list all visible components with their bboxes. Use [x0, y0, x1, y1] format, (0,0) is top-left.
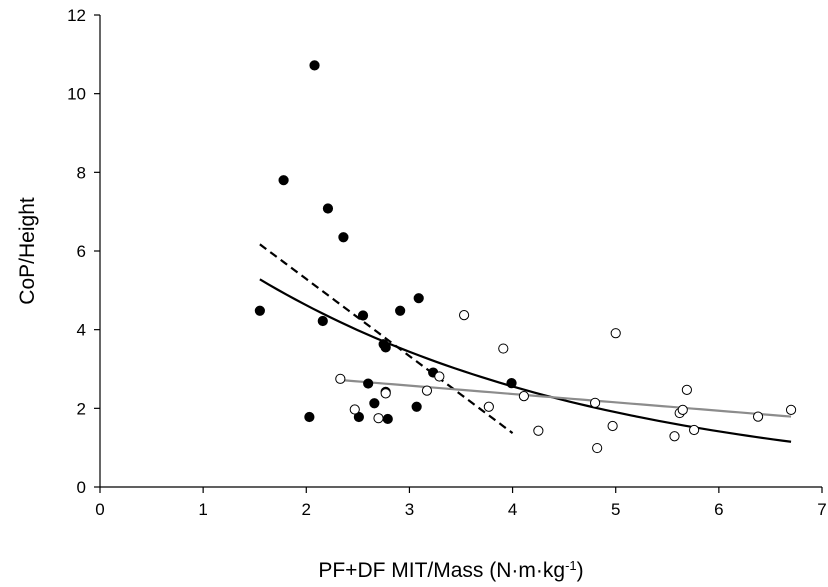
- x-tick-label: 5: [611, 500, 620, 519]
- y-tick-label: 4: [77, 321, 86, 340]
- open-data-point: [589, 397, 601, 408]
- open-data-point: [669, 431, 680, 442]
- open-data-point: [483, 401, 494, 412]
- filled-data-point: [369, 398, 380, 409]
- open-data-point: [533, 425, 544, 436]
- filled-data-point: [363, 378, 374, 389]
- filled-data-point: [317, 315, 328, 327]
- filled-data-point: [382, 413, 393, 425]
- open-data-point: [421, 385, 433, 396]
- y-tick-label: 10: [67, 85, 86, 104]
- filled-data-point: [254, 305, 265, 316]
- trendline-solid-2: [340, 378, 792, 418]
- open-data-point: [689, 424, 700, 436]
- data-markers: [254, 60, 797, 454]
- open-data-point: [373, 413, 384, 424]
- x-tick-label: 1: [198, 500, 207, 519]
- open-data-point: [752, 411, 764, 422]
- x-tick-label: 0: [95, 500, 104, 519]
- open-data-point: [681, 384, 692, 395]
- open-data-point: [610, 328, 621, 339]
- filled-data-point: [357, 310, 369, 321]
- filled-data-point: [506, 378, 517, 389]
- x-tick-label: 6: [714, 500, 723, 519]
- open-data-point: [458, 310, 470, 321]
- filled-data-point: [338, 232, 349, 243]
- trendlines: [259, 243, 792, 443]
- open-data-point: [380, 388, 391, 399]
- open-data-point: [518, 391, 530, 402]
- filled-data-point: [304, 411, 315, 423]
- filled-data-point: [380, 342, 391, 353]
- filled-data-point: [411, 401, 422, 412]
- open-data-point: [677, 404, 688, 416]
- y-tick-label: 12: [67, 6, 86, 25]
- trendline-solid-1: [259, 278, 792, 443]
- open-data-point: [785, 404, 797, 416]
- open-data-point: [607, 420, 618, 432]
- open-data-point: [335, 373, 346, 384]
- open-data-point: [434, 371, 445, 382]
- x-tick-label: 7: [817, 500, 826, 519]
- filled-data-point: [278, 175, 289, 186]
- y-tick-label: 2: [77, 399, 86, 418]
- x-axis-label: PF+DF MIT/Mass (N·m·kg-1): [318, 558, 583, 583]
- y-axis-label: CoP/Height: [16, 197, 39, 305]
- x-tick-label: 2: [302, 500, 311, 519]
- y-tick-label: 6: [77, 242, 86, 261]
- filled-data-point: [309, 60, 320, 71]
- filled-data-point: [413, 293, 424, 304]
- filled-data-point: [322, 203, 334, 214]
- y-tick-label: 0: [77, 478, 86, 497]
- open-data-point: [349, 404, 360, 415]
- open-data-point: [498, 343, 509, 354]
- y-tick-label: 8: [77, 163, 86, 182]
- open-data-point: [592, 442, 603, 454]
- trendline-dashed-0: [259, 243, 514, 434]
- x-tick-label: 3: [405, 500, 414, 519]
- x-tick-label: 4: [508, 500, 517, 519]
- axes: [99, 15, 822, 488]
- filled-data-point: [395, 305, 406, 316]
